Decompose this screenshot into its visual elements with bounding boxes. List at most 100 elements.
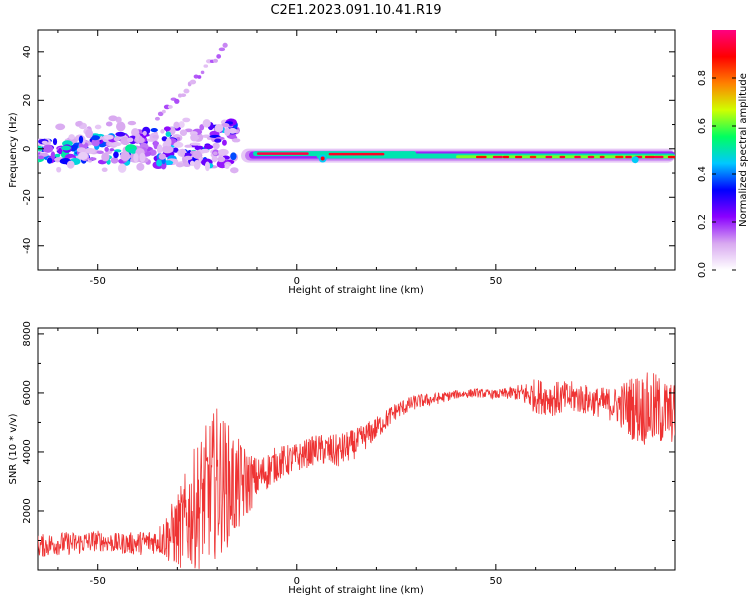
rising-streak-blob [189, 79, 197, 85]
spectral-scatter-blob [61, 145, 72, 151]
carrier-core [328, 152, 385, 156]
spectral-scatter-blob [111, 141, 122, 147]
rising-streak-blob [154, 116, 160, 121]
snr-panel: -50 0 50 2000 4000 6000 8000 Height of straigh… [8, 321, 676, 596]
spectral-scatter-blob [212, 142, 220, 150]
spectral-faint-blob [101, 167, 108, 172]
spectral-scatter-blob [163, 126, 171, 132]
carrier-core-dash [574, 155, 581, 159]
spectral-scatter-blob [115, 131, 126, 137]
spectral-scatter-blob [161, 145, 174, 154]
spectral-faint-blob [231, 138, 241, 143]
carrier-core-dash [667, 155, 675, 159]
spectral-faint-blob [173, 141, 184, 148]
carrier-core-dash [545, 155, 553, 159]
colorbar-ticks: 0.0 0.2 0.4 0.6 0.8 [697, 70, 736, 278]
spectral-scatter-blob [152, 134, 159, 139]
spectral-faint-blob [173, 121, 180, 129]
spectral-faint-blob [224, 127, 231, 136]
spectral-faint-blob [139, 152, 146, 163]
carrier-core-dash [514, 155, 523, 159]
spectrogram-x-axis-label: Height of straight line (km) [288, 285, 424, 296]
y-tick-label: 8000 [22, 321, 33, 346]
spectral-scatter-blob [211, 154, 218, 163]
spectral-scatter-blob [113, 151, 119, 159]
spectral-faint-blob [66, 160, 75, 169]
spectral-scatter-blob [222, 139, 227, 146]
carrier-core-dash [492, 155, 503, 159]
spectral-faint-blob [183, 155, 193, 160]
spectral-faint-blob [204, 161, 211, 172]
spectral-scatter-blob [189, 142, 201, 146]
carrier-core-dash [502, 155, 510, 159]
spectral-faint-blob [214, 124, 224, 133]
x-tick-label: 0 [294, 276, 300, 287]
snr-y-axis-label: SNR (10 * v/v) [8, 413, 19, 484]
spectral-scatter-blob [203, 144, 214, 150]
spectral-scatter-blob [172, 147, 179, 153]
spectral-scatter-blob [90, 135, 100, 141]
y-tick-label: -40 [22, 238, 33, 254]
y-tick-label: 4000 [22, 439, 33, 464]
spectral-scatter-blob [161, 136, 168, 142]
spectral-scatter-blob [214, 138, 222, 143]
x-tick-label: -50 [90, 276, 106, 287]
spectral-faint-blob [190, 133, 199, 142]
spectral-faint-blob [189, 160, 195, 167]
spectral-faint-blob [202, 119, 211, 128]
carrier-core [256, 152, 309, 155]
spectral-scatter-blob [46, 157, 53, 164]
x-tick-label: 50 [489, 576, 502, 587]
spectral-faint-blob [103, 134, 114, 140]
carrier-core-dash [587, 155, 595, 159]
carrier-core-dash [599, 155, 605, 159]
colorbar-tick-label: 0.6 [697, 118, 708, 134]
spectral-scatter-blob [83, 147, 96, 154]
rising-streak-blob [183, 88, 190, 94]
spectral-faint-blob [158, 153, 166, 160]
colorbar-tick-label: 0.2 [697, 214, 708, 230]
spectral-faint-blob [200, 148, 210, 154]
spectral-faint-blob [127, 137, 134, 143]
rising-streak-blob [161, 109, 166, 114]
spectral-scatter-blob [165, 131, 171, 137]
spectral-scatter-blob [150, 128, 158, 133]
spectral-scatter-blob [217, 156, 226, 163]
spectral-scatter-blob [153, 140, 159, 150]
colorbar-tick-label: 0.0 [697, 262, 708, 278]
spectral-faint-blob [136, 162, 145, 171]
spectral-scatter-blob [91, 138, 100, 147]
spectral-faint-blob [94, 124, 102, 130]
spectral-scatter-blob [57, 147, 63, 155]
rising-streak-blob [167, 105, 173, 109]
spectral-faint-blob [156, 144, 163, 154]
spectral-faint-blob [56, 166, 62, 173]
spectral-faint-blob [178, 121, 185, 129]
spectral-scatter-blob [78, 135, 84, 144]
spectral-scatter-blob [104, 146, 109, 152]
spectral-faint-blob [78, 151, 88, 161]
snr-x-axis-label: Height of straight line (km) [288, 585, 424, 596]
spectral-scatter-blob [175, 162, 184, 168]
carrier-core-dash [559, 155, 566, 159]
spectral-faint-blob [85, 128, 94, 139]
colorbar-gradient [712, 30, 736, 270]
spectrogram-y-axis-label: Frequency (Hz) [8, 112, 19, 188]
spectral-scatter-blob [184, 144, 193, 148]
spectral-scatter-blob [96, 150, 104, 155]
spectral-scatter-blob [88, 157, 97, 161]
carrier-core-dash [475, 155, 487, 159]
spectral-faint-blob [55, 123, 66, 131]
figure-title: C2E1.2023.091.10.41.R19 [270, 3, 441, 18]
rising-streak-blob [222, 42, 228, 48]
spectral-scatter-blob [218, 148, 229, 156]
spectral-faint-blob [182, 117, 191, 123]
rising-streak-blob [218, 47, 226, 52]
spectrogram-ticks: -50 0 50 -40 -20 0 20 40 [22, 30, 675, 287]
y-tick-label: 2000 [22, 498, 33, 523]
spectral-scatter-blob [42, 144, 54, 153]
y-tick-label: 6000 [22, 380, 33, 405]
spectral-scatter-blob [50, 151, 56, 160]
colorbar-label: Normalized spectral amplitude [738, 73, 749, 227]
